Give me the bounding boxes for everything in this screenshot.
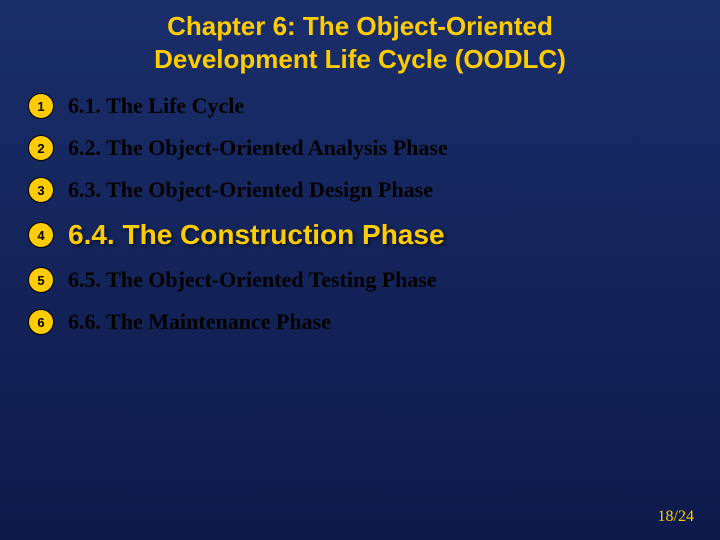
item-text: 6.3. The Object-Oriented Design Phase (68, 177, 433, 203)
list-item: 3 6.3. The Object-Oriented Design Phase (28, 177, 720, 203)
bullet-icon: 6 (28, 309, 54, 335)
page-number: 18/24 (658, 508, 694, 526)
bullet-icon: 5 (28, 267, 54, 293)
title-line-1: Chapter 6: The Object-Oriented (0, 10, 720, 43)
item-text: 6.2. The Object-Oriented Analysis Phase (68, 135, 448, 161)
list-item: 1 6.1. The Life Cycle (28, 93, 720, 119)
list-item: 6 6.6. The Maintenance Phase (28, 309, 720, 335)
content-list: 1 6.1. The Life Cycle 2 6.2. The Object-Ori… (0, 75, 720, 335)
item-text: 6.4. The Construction Phase (68, 219, 445, 251)
item-text: 6.5. The Object-Oriented Testing Phase (68, 267, 437, 293)
title-line-2: Development Life Cycle (OODLC) (0, 43, 720, 76)
bullet-icon: 3 (28, 177, 54, 203)
item-text: 6.6. The Maintenance Phase (68, 309, 331, 335)
list-item: 2 6.2. The Object-Oriented Analysis Phase (28, 135, 720, 161)
item-text: 6.1. The Life Cycle (68, 93, 244, 119)
bullet-icon: 4 (28, 222, 54, 248)
list-item: 5 6.5. The Object-Oriented Testing Phase (28, 267, 720, 293)
bullet-icon: 1 (28, 93, 54, 119)
bullet-icon: 2 (28, 135, 54, 161)
slide-title: Chapter 6: The Object-Oriented Developme… (0, 0, 720, 75)
list-item: 4 6.4. The Construction Phase (28, 219, 720, 251)
